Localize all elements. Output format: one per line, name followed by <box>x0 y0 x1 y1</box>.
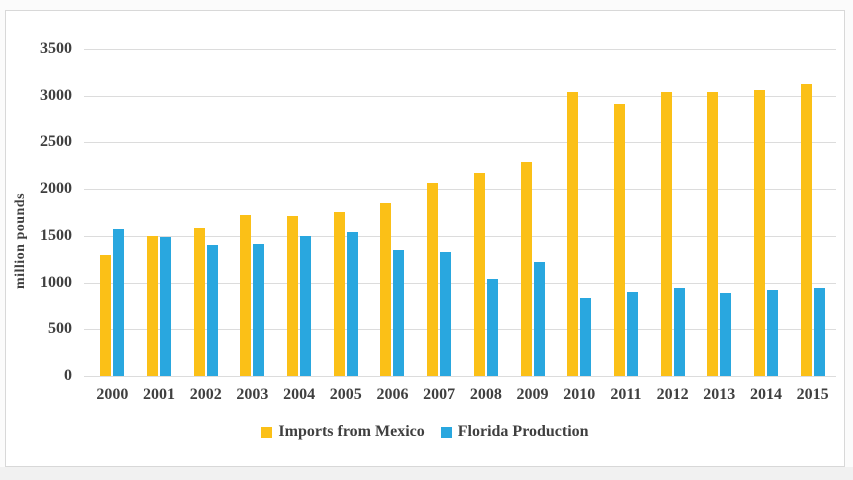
gridline-3500 <box>84 49 836 50</box>
y-tick-label-2000: 2000 <box>40 180 72 198</box>
legend-swatch-icon <box>261 426 273 438</box>
bar-group-2014 <box>743 49 790 376</box>
gridline-2500 <box>84 142 836 144</box>
bar-group-2006 <box>369 49 416 376</box>
bar-imports-from-mexico-2015 <box>800 83 812 376</box>
bar-florida-production-2000 <box>113 229 125 376</box>
gridline-2000 <box>84 189 836 191</box>
bar-imports-from-mexico-2007 <box>427 182 439 376</box>
legend-item-florida-production: Florida Production <box>440 423 589 441</box>
bar-group-2008 <box>463 49 510 376</box>
x-tick-label-2009: 2009 <box>516 386 549 403</box>
bar-imports-from-mexico-2005 <box>333 212 345 376</box>
bar-group-2003 <box>229 49 276 376</box>
bar-group-2013 <box>696 49 743 376</box>
bar-florida-production-2010 <box>580 297 592 376</box>
bar-florida-production-2011 <box>626 291 638 376</box>
x-tick-label-2007: 2007 <box>423 386 456 403</box>
x-tick-label-2013: 2013 <box>703 386 736 403</box>
bar-florida-production-2014 <box>766 290 778 376</box>
bar-imports-from-mexico-2009 <box>520 162 532 376</box>
x-tick-label-2011: 2011 <box>610 386 642 403</box>
bar-imports-from-mexico-2006 <box>380 203 392 376</box>
bar-imports-from-mexico-2012 <box>660 92 672 376</box>
x-tick-label-2002: 2002 <box>189 386 222 403</box>
y-tick-label-2500: 2500 <box>40 133 72 151</box>
bar-group-2001 <box>136 49 183 376</box>
bar-group-2007 <box>416 49 463 376</box>
chart-frame: million pounds 0 500 1000 1500 2000 2500 3000 3… <box>5 10 845 467</box>
bar-florida-production-2003 <box>253 244 265 376</box>
bar-group-2012 <box>649 49 696 376</box>
bar-imports-from-mexico-2011 <box>613 103 625 376</box>
legend-label: Florida Production <box>457 423 589 440</box>
bar-florida-production-2002 <box>206 245 218 376</box>
legend-label: Imports from Mexico <box>278 423 425 440</box>
bar-group-2011 <box>603 49 650 376</box>
x-axis-tick-labels: 2000 2001 2002 2003 2004 2005 2006 2007 2008 2009… <box>89 386 836 404</box>
x-tick-label-2008: 2008 <box>469 386 502 403</box>
bars-container <box>89 49 836 376</box>
x-tick-label-2012: 2012 <box>656 386 689 403</box>
bar-imports-from-mexico-2010 <box>567 92 579 376</box>
y-tick-label-0: 0 <box>64 367 72 384</box>
x-tick-label-2005: 2005 <box>329 386 362 403</box>
bar-florida-production-2007 <box>440 252 452 376</box>
x-tick-label-2003: 2003 <box>236 386 269 403</box>
bar-group-2004 <box>276 49 323 376</box>
bar-imports-from-mexico-2002 <box>193 228 205 376</box>
bar-florida-production-2001 <box>160 236 172 376</box>
gridline-3000 <box>84 95 836 97</box>
gridline-500 <box>84 329 836 331</box>
bar-group-2005 <box>322 49 369 376</box>
x-tick-label-2001: 2001 <box>143 386 176 403</box>
gridline-1500 <box>84 235 836 237</box>
x-tick-label-2015: 2015 <box>796 386 829 403</box>
gridline-0 <box>84 376 836 377</box>
y-tick-label-1500: 1500 <box>40 226 72 244</box>
plot-area <box>84 49 836 377</box>
x-tick-label-2010: 2010 <box>563 386 596 403</box>
bar-imports-from-mexico-2003 <box>240 215 252 376</box>
y-tick-label-500: 500 <box>48 320 72 338</box>
bar-florida-production-2006 <box>393 250 405 376</box>
bar-imports-from-mexico-2008 <box>473 173 485 376</box>
bar-imports-from-mexico-2013 <box>707 92 719 376</box>
bar-florida-production-2009 <box>533 262 545 376</box>
bar-imports-from-mexico-2000 <box>100 255 112 376</box>
legend: Imports from Mexico Florida Production <box>6 423 844 441</box>
x-tick-label-2004: 2004 <box>283 386 316 403</box>
y-tick-label-1000: 1000 <box>40 273 72 291</box>
bar-florida-production-2004 <box>300 235 312 376</box>
bar-group-2002 <box>182 49 229 376</box>
bar-group-2015 <box>789 49 836 376</box>
bar-group-2010 <box>556 49 603 376</box>
y-tick-label-3500: 3500 <box>40 40 72 57</box>
gridline-1000 <box>84 282 836 284</box>
bar-florida-production-2012 <box>673 287 685 376</box>
bar-imports-from-mexico-2001 <box>147 235 159 376</box>
x-tick-label-2000: 2000 <box>96 386 129 403</box>
x-tick-label-2006: 2006 <box>376 386 409 403</box>
y-axis-tick-labels: 0 500 1000 1500 2000 2500 3000 3500 <box>6 40 72 384</box>
bar-florida-production-2013 <box>720 293 732 376</box>
bar-florida-production-2005 <box>346 232 358 376</box>
bar-imports-from-mexico-2004 <box>287 216 299 376</box>
y-tick-label-3000: 3000 <box>40 86 72 104</box>
bar-florida-production-2008 <box>486 278 498 376</box>
legend-swatch-icon <box>440 426 452 438</box>
bar-group-2009 <box>509 49 556 376</box>
page-background-band <box>0 467 853 480</box>
legend-item-imports-from-mexico: Imports from Mexico <box>261 423 425 441</box>
bar-florida-production-2015 <box>813 288 825 376</box>
bar-group-2000 <box>89 49 136 376</box>
x-tick-label-2014: 2014 <box>749 386 782 403</box>
bar-imports-from-mexico-2014 <box>753 90 765 376</box>
